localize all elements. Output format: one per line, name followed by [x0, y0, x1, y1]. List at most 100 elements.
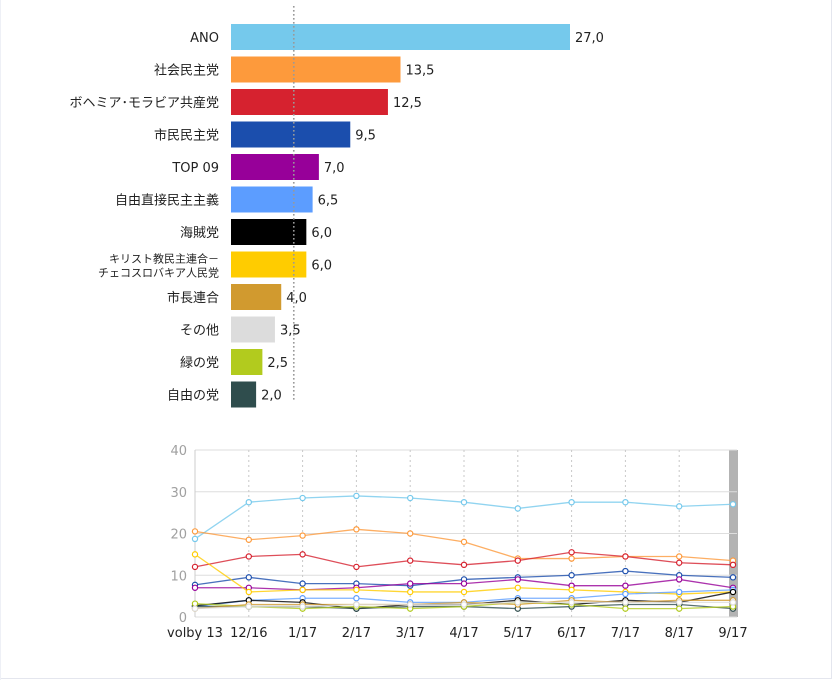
- x-tick-label: 2/17: [342, 626, 371, 641]
- line-chart-grid: [194, 449, 738, 618]
- bar-category-label: チェコスロバキア人民党: [98, 267, 219, 280]
- bar-category-label: 自由直接民主主義: [115, 193, 219, 209]
- series-point: [514, 584, 522, 591]
- series-point: [622, 498, 629, 506]
- x-tick-label: 12/16: [230, 626, 267, 641]
- bar-category-label: TOP 09: [171, 161, 219, 176]
- line-chart-series: [191, 492, 737, 612]
- series-point: [622, 599, 629, 606]
- series-point: [245, 574, 252, 581]
- series-point: [622, 590, 629, 598]
- bar-category-label: その他: [180, 324, 219, 339]
- y-tick-label: 20: [170, 528, 187, 543]
- bar-chart: 27,0 ANO 13,5 社会民主党 12,5 ボヘミア･モラビア共産党 9,5 市民民主党…: [69, 6, 604, 408]
- bar-category-label: ボヘミア･モラビア共産党: [69, 95, 219, 111]
- frame-edge: [0, 0, 1, 680]
- y-tick-label: 10: [170, 569, 187, 584]
- series-point: [353, 595, 360, 602]
- series-point: [407, 580, 414, 587]
- bar-category-label: キリスト教民主連合－: [109, 252, 219, 266]
- bar-value-label: 7,0: [324, 161, 345, 176]
- bar: [231, 56, 401, 83]
- series-point: [568, 549, 575, 556]
- bar-category-label: ANO: [190, 31, 219, 46]
- series-point: [568, 586, 575, 594]
- x-tick-label: 1/17: [288, 626, 317, 641]
- series-point: [353, 601, 360, 608]
- series-point: [299, 532, 306, 539]
- series-point: [245, 536, 252, 543]
- series-point: [622, 582, 629, 589]
- series-point: [676, 503, 683, 510]
- series-point: [407, 494, 414, 502]
- bar-category-label: 緑の党: [180, 356, 219, 371]
- x-tick-label: 7/17: [611, 626, 640, 641]
- bar-category-label: 社会民主党: [154, 63, 219, 79]
- series-point: [514, 505, 522, 512]
- series-point: [299, 603, 306, 610]
- bar-value-label: 2,5: [267, 356, 288, 371]
- bar-value-label: 12,5: [393, 96, 422, 111]
- series-point: [353, 526, 360, 533]
- series-point: [622, 605, 629, 612]
- bar-category-label: 市長連合: [167, 290, 219, 306]
- series-point: [460, 588, 468, 596]
- series-point: [460, 538, 468, 546]
- series-point: [191, 605, 199, 612]
- bar-value-label: 27,0: [575, 31, 604, 46]
- series-point: [676, 588, 683, 596]
- series-point: [622, 553, 629, 560]
- bar-rows: 27,0 ANO 13,5 社会民主党 12,5 ボヘミア･モラビア共産党 9,5 市民民主党…: [69, 24, 604, 408]
- x-tick-label: volby 13: [167, 626, 223, 641]
- series-point: [191, 535, 199, 543]
- series-point: [514, 599, 522, 606]
- series-point: [407, 601, 414, 608]
- bar-value-label: 6,5: [318, 194, 339, 209]
- bar: [231, 381, 257, 408]
- series-point: [729, 599, 737, 606]
- bar-category-label: 海賊党: [180, 226, 219, 241]
- series-point: [676, 605, 683, 612]
- series-point: [514, 557, 522, 564]
- bar-value-label: 13,5: [406, 64, 435, 79]
- y-tick-label: 40: [170, 444, 187, 459]
- bar: [231, 316, 275, 343]
- series-point: [676, 559, 683, 566]
- bar: [231, 349, 263, 375]
- series-point: [353, 492, 360, 500]
- series-point: [353, 563, 360, 571]
- bar: [231, 219, 307, 245]
- x-tick-label: 5/17: [503, 626, 532, 641]
- series-point: [245, 553, 252, 560]
- x-tick-label: 6/17: [557, 626, 586, 641]
- y-tick-label: 0: [179, 611, 187, 626]
- series-point: [299, 580, 306, 587]
- series-point: [299, 586, 306, 594]
- x-tick-label: 8/17: [665, 626, 694, 641]
- series-point: [676, 576, 683, 583]
- series-point: [568, 498, 575, 506]
- series-point: [191, 551, 199, 558]
- series-point: [514, 576, 522, 583]
- series-point: [245, 498, 252, 506]
- bar: [231, 251, 307, 278]
- series-point: [729, 574, 737, 581]
- series-point: [568, 599, 575, 606]
- bar: [231, 284, 282, 310]
- series-point: [191, 563, 199, 571]
- x-tick-label: 3/17: [396, 626, 425, 641]
- bar-value-label: 6,0: [311, 259, 332, 274]
- bar: [231, 121, 351, 148]
- series-point: [299, 551, 306, 558]
- x-tick-label: 4/17: [449, 626, 478, 641]
- x-tick-label: 9/17: [718, 626, 747, 641]
- series-point: [460, 580, 468, 587]
- bar-value-label: 9,5: [355, 129, 376, 144]
- series-point: [191, 528, 199, 535]
- bar: [231, 186, 313, 213]
- series-point: [191, 584, 199, 591]
- series-point: [353, 586, 360, 594]
- bar-category-label: 自由の党: [167, 389, 219, 404]
- bar-value-label: 4,0: [286, 291, 307, 306]
